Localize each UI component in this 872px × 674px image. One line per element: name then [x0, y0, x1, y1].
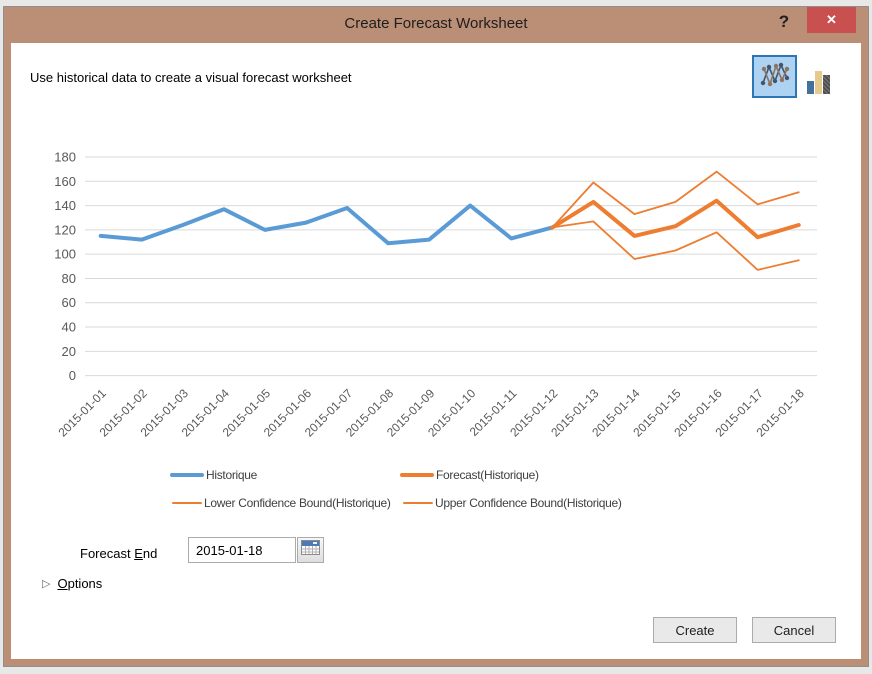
bar-chart-type-button[interactable] — [803, 62, 833, 94]
help-icon: ? — [778, 12, 790, 31]
svg-text:120: 120 — [54, 222, 76, 237]
forecast-chart: 0204060801001201401601802015-01-012015-0… — [54, 150, 817, 440]
svg-text:180: 180 — [54, 150, 76, 165]
close-button[interactable]: ✕ — [807, 7, 856, 33]
legend-item-historical: Historique — [170, 468, 257, 482]
svg-text:0: 0 — [69, 368, 76, 383]
legend-label: Lower Confidence Bound(Historique) — [204, 496, 391, 510]
svg-text:20: 20 — [62, 344, 76, 359]
dialog-titlebar[interactable]: Create Forecast Worksheet ? ✕ — [4, 7, 868, 43]
svg-text:60: 60 — [62, 295, 76, 310]
line-chart-type-button[interactable] — [752, 55, 797, 98]
svg-text:40: 40 — [62, 320, 76, 335]
close-icon: ✕ — [826, 12, 837, 27]
options-toggle[interactable]: ▷ Options — [42, 576, 102, 591]
options-label: Options — [57, 576, 103, 591]
svg-text:140: 140 — [54, 198, 76, 213]
svg-text:160: 160 — [54, 174, 76, 189]
legend-label: Forecast(Historique) — [436, 468, 539, 482]
legend-swatch-lower-bound — [172, 502, 202, 504]
chevron-right-icon: ▷ — [42, 578, 51, 590]
legend-item-forecast: Forecast(Historique) — [400, 468, 539, 482]
legend-label: Historique — [206, 468, 258, 482]
dialog-title: Create Forecast Worksheet — [344, 15, 528, 32]
legend-item-upper-bound: Upper Confidence Bound(Historique) — [403, 496, 622, 510]
legend-label: Upper Confidence Bound(Historique) — [435, 496, 622, 510]
forecast-end-label: Forecast End — [80, 546, 158, 561]
help-button[interactable]: ? — [772, 12, 796, 36]
dialog-description: Use historical data to create a visual f… — [30, 70, 352, 85]
calendar-icon — [301, 539, 320, 561]
forecast-end-input[interactable] — [188, 537, 296, 563]
calendar-button[interactable] — [297, 537, 324, 563]
svg-text:100: 100 — [54, 247, 76, 262]
legend-swatch-forecast — [400, 473, 434, 477]
cancel-button[interactable]: Cancel — [752, 617, 836, 643]
bar-chart-icon — [806, 81, 814, 94]
dialog-content: Use historical data to create a visual f… — [11, 43, 861, 659]
line-chart-icon — [758, 58, 792, 95]
svg-text:80: 80 — [62, 271, 76, 286]
legend-item-lower-bound: Lower Confidence Bound(Historique) — [172, 496, 391, 510]
create-forecast-dialog: Create Forecast Worksheet ? ✕ Use histor… — [4, 7, 868, 666]
legend-swatch-historical — [170, 473, 204, 477]
legend-swatch-upper-bound — [403, 502, 433, 504]
create-button[interactable]: Create — [653, 617, 737, 643]
